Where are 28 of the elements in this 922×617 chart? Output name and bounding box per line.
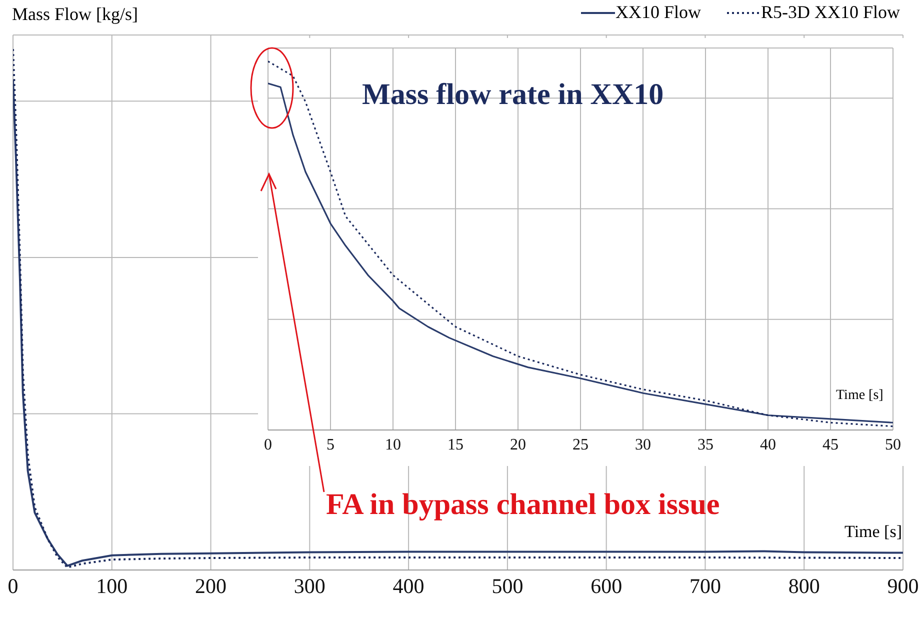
- x-tick-label: 20: [510, 436, 526, 454]
- x-tick-label: 700: [689, 574, 721, 598]
- text: Mass flow rate in XX10: [362, 78, 664, 112]
- x-tick-label: 45: [822, 436, 838, 454]
- x-tick-label: 25: [572, 436, 588, 454]
- x-tick-label: 40: [760, 436, 776, 454]
- annotation: FA in bypass channel box issue: [326, 488, 720, 522]
- y-axis-title: Mass Flow [kg/s]: [12, 4, 138, 25]
- legend-label: R5-3D XX10 Flow: [760, 2, 900, 23]
- x-tick-label: 200: [195, 574, 227, 598]
- x-tick-label: 0: [264, 436, 272, 454]
- x-tick-label: 300: [294, 574, 326, 598]
- legend-label: XX10 Flow: [615, 2, 701, 23]
- x-tick-label: 10: [385, 436, 401, 454]
- x-tick-label: 800: [788, 574, 820, 598]
- x-tick-label: 35: [698, 436, 714, 454]
- x-tick-label: 900: [887, 574, 919, 598]
- x-tick-label: 30: [635, 436, 651, 454]
- x-tick-label: 0: [8, 574, 18, 598]
- x-tick-label: 600: [590, 574, 622, 598]
- x-tick-label: 100: [96, 574, 128, 598]
- x-tick-label: 50: [885, 436, 901, 454]
- x-axis-title: Time [s]: [844, 522, 902, 542]
- x-tick-label: 500: [492, 574, 524, 598]
- x-axis-title: Time [s]: [836, 388, 884, 404]
- x-tick-label: 15: [448, 436, 464, 454]
- x-tick-label: 5: [326, 436, 334, 454]
- x-tick-label: 400: [392, 574, 424, 598]
